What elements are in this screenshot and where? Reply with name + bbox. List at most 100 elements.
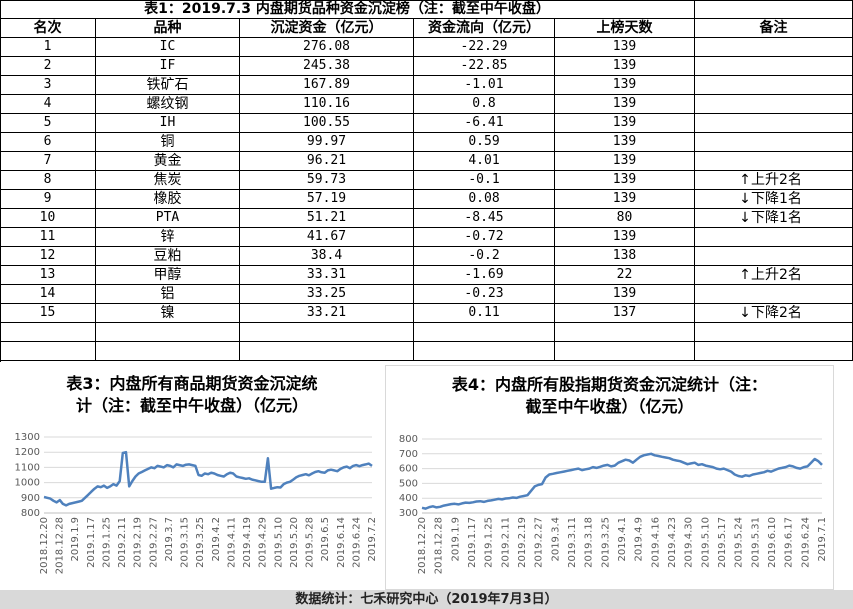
variety-cell: IF [96, 57, 240, 76]
commodity-chart-title-line1: 表3：内盘所有商品期货资金沉淀统 [66, 374, 318, 393]
empty-cell [240, 323, 414, 342]
note-text: 下降2名 [751, 305, 802, 321]
x-tick-label: 2019.3.15 [180, 517, 191, 568]
days-cell: 139 [555, 57, 695, 76]
x-tick-label: 2019.4.9 [634, 517, 645, 562]
flow-cell: -0.1 [414, 171, 555, 190]
flow-cell: -8.45 [414, 209, 555, 228]
x-tick-label: 2019.3.4 [550, 517, 561, 562]
days-cell: 139 [555, 285, 695, 304]
flow-cell: -1.69 [414, 266, 555, 285]
rank-cell: 2 [0, 57, 96, 76]
flow-cell: -6.41 [414, 114, 555, 133]
index-fund-chart: 表4：内盘所有股指期货资金沉淀统计（注： 截至中午收盘）（亿元） 300 400 5… [385, 365, 834, 590]
x-tick-label: 2019.4.2 [211, 517, 222, 562]
x-tick-label: 2019.5.10 [700, 517, 711, 568]
fund-cell: 276.08 [240, 38, 414, 57]
flow-cell: -22.85 [414, 57, 555, 76]
fund-cell: 38.4 [240, 247, 414, 266]
y-tick-label: 400 [399, 493, 418, 504]
flow-cell: -0.72 [414, 228, 555, 247]
note-cell [695, 152, 853, 171]
fund-cell: 245.38 [240, 57, 414, 76]
note-cell [695, 57, 853, 76]
x-tick-label: 2019.4.11 [226, 517, 237, 568]
x-tick-label: 2019.4.1 [617, 517, 628, 562]
days-cell: 139 [555, 152, 695, 171]
x-tick-label: 2019.1.17 [467, 517, 478, 568]
x-tick-label: 2019.5.17 [717, 517, 728, 568]
column-header: 备注 [695, 19, 853, 38]
note-cell [695, 95, 853, 114]
days-cell: 139 [555, 228, 695, 247]
column-header: 沉淀资金（亿元） [240, 19, 414, 38]
table-left-border [0, 0, 1, 362]
variety-cell: 镍 [96, 304, 240, 323]
flow-cell: -1.01 [414, 76, 555, 95]
rank-cell: 5 [0, 114, 96, 133]
x-tick-label: 2019.3.25 [195, 517, 206, 568]
flow-cell: 0.8 [414, 95, 555, 114]
flow-cell: -0.23 [414, 285, 555, 304]
x-tick-label: 2018.12.20 [417, 517, 428, 574]
variety-cell: IC [96, 38, 240, 57]
note-cell [695, 285, 853, 304]
column-header: 上榜天数 [555, 19, 695, 38]
column-header: 名次 [0, 19, 96, 38]
x-tick-label: 2019.2.19 [517, 517, 528, 568]
variety-cell: 黄金 [96, 152, 240, 171]
x-tick-label: 2019.4.23 [667, 517, 678, 568]
empty-cell [0, 342, 96, 361]
rank-cell: 10 [0, 209, 96, 228]
x-tick-label: 2019.6.24 [351, 517, 362, 568]
days-cell: 22 [555, 266, 695, 285]
rank-cell: 14 [0, 285, 96, 304]
flow-cell: 0.59 [414, 133, 555, 152]
x-tick-label: 2019.2.11 [117, 517, 128, 568]
note-text: 下降1名 [751, 210, 802, 226]
note-cell [695, 76, 853, 95]
x-tick-label: 2019.6.10 [767, 517, 778, 568]
x-tick-label: 2019.7.2 [367, 517, 378, 562]
x-tick-label: 2019.4.19 [242, 517, 253, 568]
commodity-chart-title-line2: 计（注：截至中午收盘）（亿元） [75, 396, 308, 415]
note-cell [695, 133, 853, 152]
rank-cell: 4 [0, 95, 96, 114]
note-cell: ↑上升2名 [695, 171, 853, 190]
y-tick-label: 600 [399, 464, 418, 475]
fund-cell: 33.25 [240, 285, 414, 304]
fund-cell: 41.67 [240, 228, 414, 247]
commodity-chart-title: 表3：内盘所有商品期货资金沉淀统 计（注：截至中午收盘）（亿元） [0, 373, 384, 417]
x-tick-label: 2018.12.28 [434, 517, 445, 574]
x-tick-label: 2019.6.14 [336, 517, 347, 568]
empty-cell [0, 323, 96, 342]
column-header: 资金流向（亿元） [414, 19, 555, 38]
variety-cell: 螺纹钢 [96, 95, 240, 114]
arrow-down-icon: ↓ [739, 210, 751, 226]
empty-cell [96, 342, 240, 361]
flow-cell: 0.11 [414, 304, 555, 323]
flow-cell: -22.29 [414, 38, 555, 57]
days-cell: 137 [555, 304, 695, 323]
flow-cell: 4.01 [414, 152, 555, 171]
y-tick-label: 1200 [15, 447, 40, 458]
arrow-up-icon: ↑ [739, 172, 751, 188]
empty-cell [240, 342, 414, 361]
variety-cell: 铁矿石 [96, 76, 240, 95]
days-cell: 139 [555, 133, 695, 152]
x-tick-label: 2019.4.30 [684, 517, 695, 568]
y-tick-label: 1300 [15, 432, 40, 443]
empty-cell [695, 323, 853, 342]
days-cell: 139 [555, 114, 695, 133]
x-tick-label: 2019.5.31 [750, 517, 761, 568]
x-tick-label: 2019.6.17 [784, 517, 795, 568]
fund-ranking-table: 表1：2019.7.3 内盘期货品种资金沉淀榜（注：截至中午收盘） 名次 品种 沉淀资… [0, 0, 853, 362]
fund-cell: 110.16 [240, 95, 414, 114]
flow-cell: 0.08 [414, 190, 555, 209]
note-cell: ↓下降2名 [695, 304, 853, 323]
variety-cell: 甲醇 [96, 266, 240, 285]
empty-cell [695, 342, 853, 361]
commodity-chart-svg: 800 900 1000 1100 1200 1300 2018.12.20 2018.12.… [15, 432, 378, 574]
x-tick-label: 2019.1.9 [450, 517, 461, 562]
days-cell: 139 [555, 95, 695, 114]
